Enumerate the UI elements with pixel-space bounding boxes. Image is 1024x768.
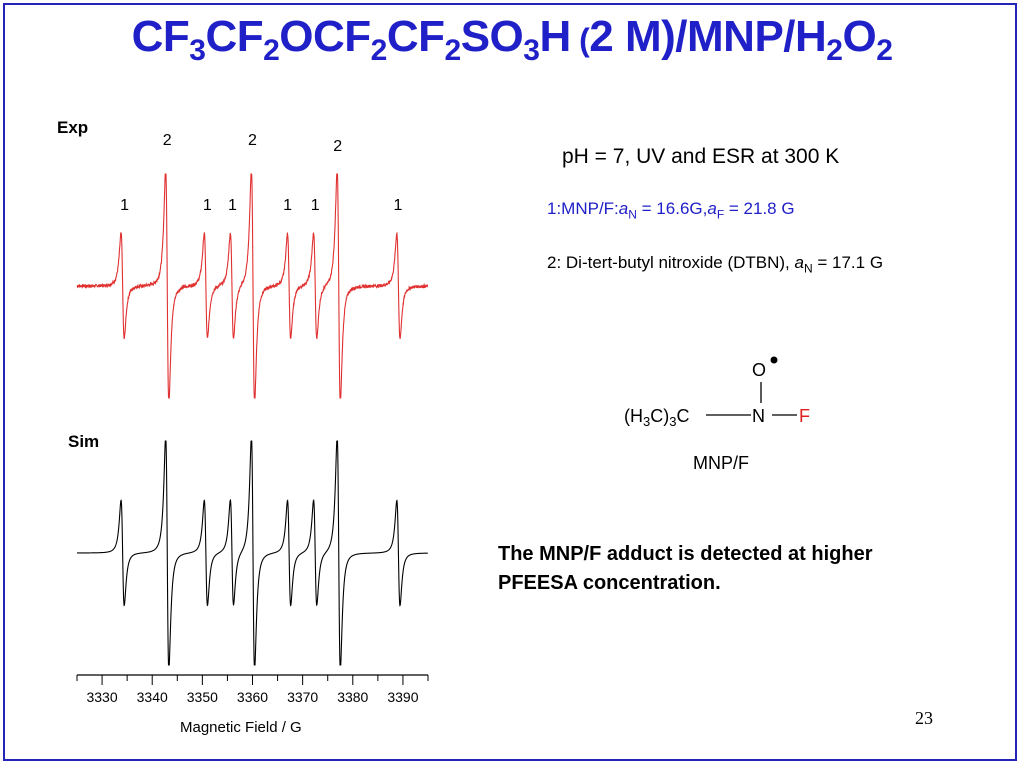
x-axis-title: Magnetic Field / G — [180, 719, 302, 736]
conclusion-line-2: PFEESA concentration. — [498, 572, 721, 594]
sim-panel-label: Sim — [68, 432, 100, 451]
conditions-text: pH = 7, UV and ESR at 300 K — [562, 145, 840, 168]
peak-label: 1 — [310, 197, 320, 214]
x-tick-label: 3330 — [86, 689, 117, 705]
peak-label: 1 — [283, 197, 293, 214]
x-tick-label: 3350 — [187, 689, 218, 705]
slide-title: CF3CF2OCF2CF2SO3H (2 M)/MNP/H2O2 — [131, 12, 893, 67]
peak-label: 2 — [248, 132, 257, 149]
sim-spectrum-line — [77, 440, 428, 666]
x-axis: 3330 3340 3350 3360 3370 3380 3390 — [76, 674, 429, 705]
peak-label: 1 — [202, 197, 212, 214]
peak-label: 2 — [162, 132, 172, 149]
slide-frame — [3, 3, 1017, 761]
x-tick-label: 3360 — [237, 689, 268, 705]
exp-spectrum-line — [76, 173, 429, 399]
x-tick-label: 3370 — [287, 689, 318, 705]
x-tick-label: 3380 — [337, 689, 368, 705]
page-number: 23 — [915, 708, 933, 728]
species2-hyperfine: 2: Di-tert-butyl nitroxide (DTBN), aN = … — [547, 253, 884, 276]
x-tick-label: 3340 — [137, 689, 168, 705]
peak-label: 1 — [120, 197, 130, 214]
conclusion-line-1: The MNP/F adduct is detected at higher — [498, 543, 873, 565]
x-tick-label: 3390 — [387, 689, 418, 705]
exp-panel-label: Exp — [57, 118, 89, 137]
peak-label: 1 — [393, 197, 403, 214]
peak-label: 1 — [227, 197, 237, 214]
peak-label: 2 — [333, 138, 343, 155]
conclusion-text: The MNP/F adduct is detected at higher P… — [498, 540, 873, 598]
species1-hyperfine: 1:MNP/F:aN = 16.6G,aF = 21.8 G — [547, 199, 795, 222]
